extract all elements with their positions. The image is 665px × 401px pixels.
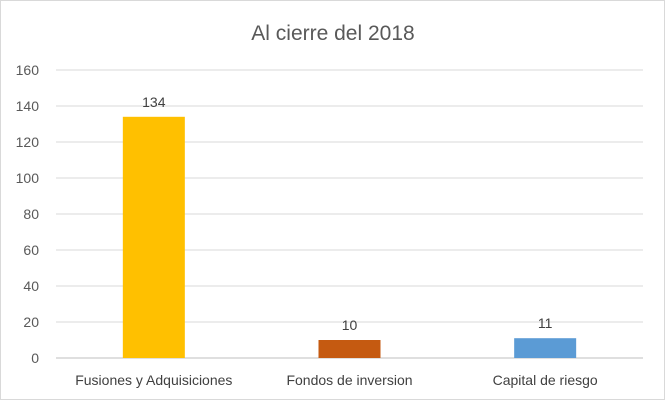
data-label: 11 <box>538 315 553 331</box>
y-tick-label: 100 <box>16 170 40 186</box>
y-tick-label: 40 <box>23 278 39 294</box>
x-category-label: Fondos de inversion <box>286 372 412 388</box>
bars <box>122 116 577 358</box>
data-labels: 134 10 11 <box>142 94 552 333</box>
y-tick-label: 160 <box>16 62 40 78</box>
y-axis-ticks: 0 20 40 60 80 100 120 140 160 <box>16 62 40 366</box>
chart-title: Al cierre del 2018 <box>251 22 414 45</box>
y-tick-label: 80 <box>23 206 39 222</box>
y-tick-label: 120 <box>16 134 40 150</box>
x-category-label: Fusiones y Adquisiciones <box>75 372 232 388</box>
x-axis-categories: Fusiones y Adquisiciones Fondos de invers… <box>75 372 598 388</box>
bar <box>318 340 381 358</box>
bar <box>514 338 577 358</box>
bar <box>122 116 185 358</box>
data-label: 134 <box>142 94 166 110</box>
y-tick-label: 140 <box>16 98 40 114</box>
data-label: 10 <box>342 317 358 333</box>
y-tick-label: 60 <box>23 242 39 258</box>
y-tick-label: 20 <box>23 314 39 330</box>
x-category-label: Capital de riesgo <box>493 372 598 388</box>
y-tick-label: 0 <box>31 350 39 366</box>
